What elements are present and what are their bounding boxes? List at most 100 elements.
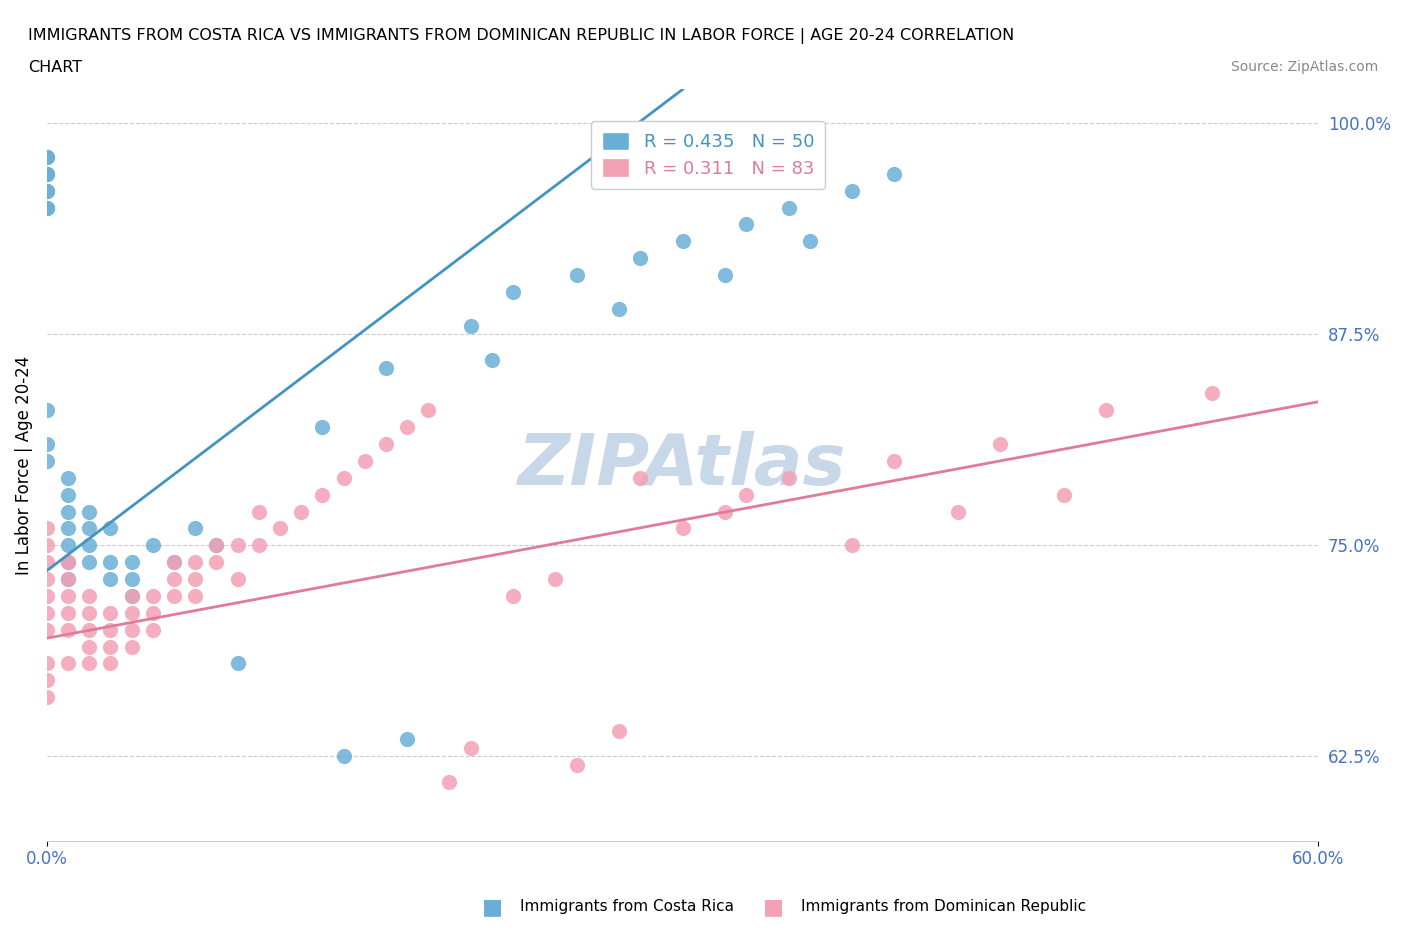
Point [396, 732, 419, 747]
Text: Source: ZipAtlas.com: Source: ZipAtlas.com [1230, 60, 1378, 74]
Point [77, 521, 100, 536]
Point [460, 318, 482, 333]
Point [35, 572, 58, 587]
Point [1201, 386, 1223, 401]
Point [163, 589, 186, 604]
Point [35, 554, 58, 569]
Point [142, 538, 165, 552]
Point [77, 538, 100, 552]
Point [77, 504, 100, 519]
Point [77, 656, 100, 671]
Point [121, 554, 143, 569]
Point [35, 403, 58, 418]
Point [56, 572, 79, 587]
Point [35, 656, 58, 671]
Point [184, 589, 207, 604]
Point [502, 285, 524, 299]
Point [56, 487, 79, 502]
Point [35, 183, 58, 198]
Point [205, 538, 228, 552]
Point [100, 572, 122, 587]
Point [100, 554, 122, 569]
Point [778, 200, 800, 215]
Point [56, 589, 79, 604]
Point [290, 504, 312, 519]
Point [247, 504, 270, 519]
Point [142, 589, 165, 604]
Point [35, 622, 58, 637]
Point [841, 538, 863, 552]
Point [56, 622, 79, 637]
Point [56, 521, 79, 536]
Point [100, 622, 122, 637]
Text: CHART: CHART [28, 60, 82, 75]
Point [121, 589, 143, 604]
Point [205, 538, 228, 552]
Point [77, 622, 100, 637]
Point [332, 749, 354, 764]
Point [460, 740, 482, 755]
Point [778, 471, 800, 485]
Y-axis label: In Labor Force | Age 20-24: In Labor Force | Age 20-24 [15, 355, 32, 575]
Point [735, 217, 758, 232]
Point [35, 690, 58, 705]
Point [56, 554, 79, 569]
Point [607, 724, 630, 738]
Point [56, 572, 79, 587]
Point [35, 200, 58, 215]
Point [946, 504, 969, 519]
Point [121, 589, 143, 604]
Point [100, 639, 122, 654]
Point [77, 605, 100, 620]
Point [628, 251, 651, 266]
Point [311, 419, 333, 434]
Point [184, 554, 207, 569]
Text: Immigrants from Dominican Republic: Immigrants from Dominican Republic [801, 899, 1087, 914]
Point [269, 521, 291, 536]
Point [565, 268, 588, 283]
Point [121, 572, 143, 587]
Point [353, 454, 375, 469]
Point [544, 572, 567, 587]
Point [56, 554, 79, 569]
Point [671, 521, 693, 536]
Point [35, 589, 58, 604]
Point [121, 605, 143, 620]
Point [100, 656, 122, 671]
Point [226, 572, 249, 587]
Point [35, 673, 58, 688]
Point [163, 554, 186, 569]
Point [100, 605, 122, 620]
Point [121, 622, 143, 637]
Point [990, 436, 1012, 451]
Point [481, 352, 503, 367]
Point [35, 183, 58, 198]
Point [35, 150, 58, 165]
Legend: R = 0.435   N = 50, R = 0.311   N = 83: R = 0.435 N = 50, R = 0.311 N = 83 [591, 121, 825, 189]
Point [735, 487, 758, 502]
Point [35, 454, 58, 469]
Point [1095, 403, 1118, 418]
Text: Immigrants from Costa Rica: Immigrants from Costa Rica [520, 899, 734, 914]
Point [77, 589, 100, 604]
Point [121, 639, 143, 654]
Point [56, 656, 79, 671]
Point [77, 639, 100, 654]
Point [565, 757, 588, 772]
Point [628, 471, 651, 485]
Point [35, 605, 58, 620]
Point [35, 166, 58, 181]
Point [396, 419, 419, 434]
Point [841, 183, 863, 198]
Point [247, 538, 270, 552]
Point [671, 234, 693, 249]
Point [77, 554, 100, 569]
Point [374, 436, 396, 451]
Point [883, 166, 905, 181]
Point [35, 538, 58, 552]
Point [142, 622, 165, 637]
Point [100, 521, 122, 536]
Point [35, 436, 58, 451]
Point [332, 471, 354, 485]
Point [418, 403, 440, 418]
